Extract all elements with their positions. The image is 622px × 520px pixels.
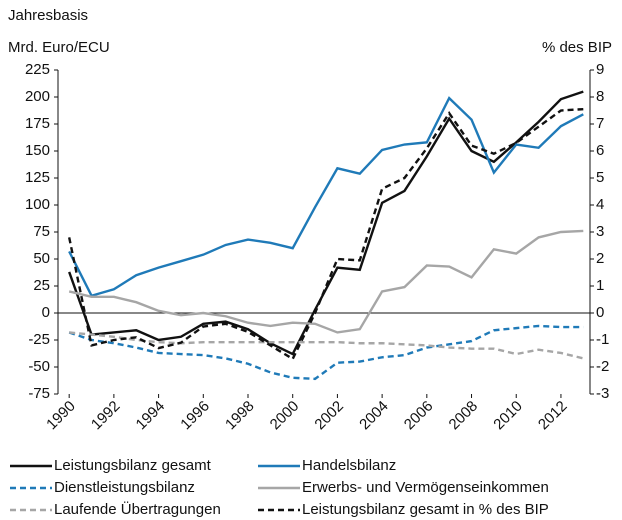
y2-tick-label: 1 <box>596 277 604 294</box>
series-line <box>68 229 584 334</box>
x-tick-label: 1992 <box>88 398 124 434</box>
chart-subtitle: Jahresbasis <box>8 7 88 24</box>
y2-tick-label: 6 <box>596 142 604 159</box>
x-tick-label: 2000 <box>267 398 303 434</box>
legend-label: Laufende Übertragungen <box>54 500 221 518</box>
legend-label: Handelsbilanz <box>302 457 396 474</box>
x-tick-label: 2010 <box>490 398 526 434</box>
x-tick-label: 1994 <box>133 398 169 434</box>
y2-tick-label: 8 <box>596 88 604 105</box>
y-tick-label: 175 <box>25 115 50 132</box>
legend-label: Leistungsbilanz gesamt in % des BIP <box>302 501 549 518</box>
series-line <box>68 324 584 381</box>
y2-tick-label: 9 <box>596 61 604 78</box>
y-tick-label: 225 <box>25 61 50 78</box>
x-tick-label: 1996 <box>177 398 213 434</box>
x-tick-label: 1998 <box>222 398 258 434</box>
y2-tick-label: -2 <box>596 358 609 375</box>
legend-label: Erwerbs- und Vermögenseinkommen <box>302 479 549 496</box>
x-tick-label: 1990 <box>43 398 79 434</box>
series-line <box>68 96 584 298</box>
y-tick-label: 0 <box>42 304 50 321</box>
x-tick-label: 2004 <box>356 398 392 434</box>
y2-tick-label: 5 <box>596 169 604 186</box>
series-line <box>69 331 584 360</box>
y2-axis-label: % des BIP <box>542 39 612 56</box>
y-tick-label: -50 <box>28 358 50 375</box>
y2-tick-label: -1 <box>596 331 609 348</box>
legend-label: Leistungsbilanz gesamt <box>54 457 212 474</box>
y-tick-label: 50 <box>33 250 50 267</box>
x-tick-label: 2006 <box>401 398 437 434</box>
y2-tick-label: 7 <box>596 115 604 132</box>
y-tick-label: 25 <box>33 277 50 294</box>
y-tick-label: -25 <box>28 331 50 348</box>
x-tick-label: 2002 <box>311 398 347 434</box>
legend-label: Dienstleistungsbilanz <box>54 479 195 496</box>
y-tick-label: 100 <box>25 196 50 213</box>
x-tick-label: 2008 <box>446 398 482 434</box>
series-line <box>68 107 584 361</box>
y-axis-label: Mrd. Euro/ECU <box>8 39 110 56</box>
y-tick-label: 75 <box>33 223 50 240</box>
y-tick-label: -75 <box>28 385 50 402</box>
y2-tick-label: 4 <box>596 196 604 213</box>
series-line <box>68 90 584 356</box>
y2-tick-label: 2 <box>596 250 604 267</box>
x-tick-label: 2012 <box>535 398 571 434</box>
y-tick-label: 125 <box>25 169 50 186</box>
y2-tick-label: 3 <box>596 223 604 240</box>
y2-tick-label: -3 <box>596 385 609 402</box>
y-tick-label: 150 <box>25 142 50 159</box>
y-tick-label: 200 <box>25 88 50 105</box>
y2-tick-label: 0 <box>596 304 604 321</box>
